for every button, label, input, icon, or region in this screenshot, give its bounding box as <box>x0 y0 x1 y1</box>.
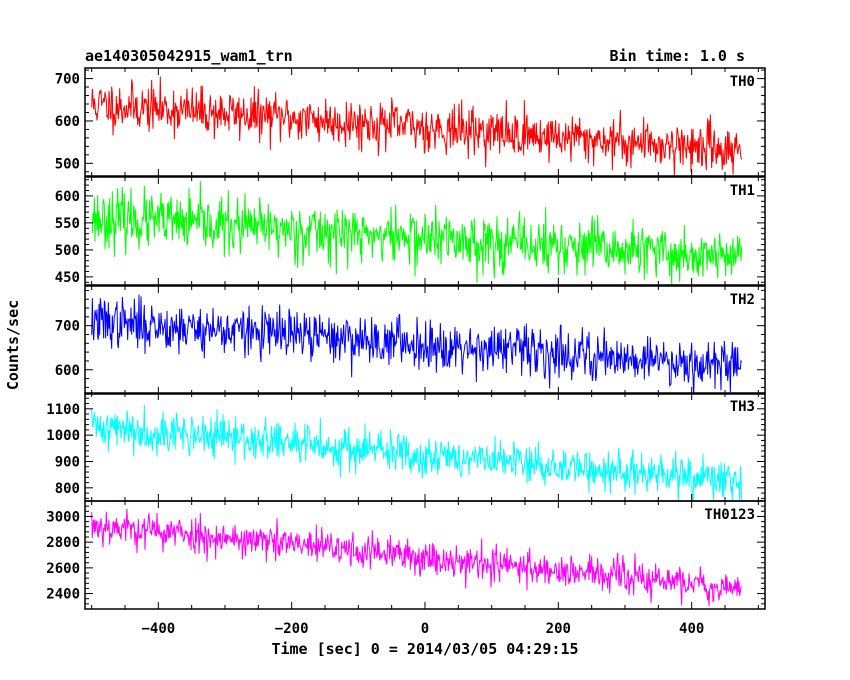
series-line-th2 <box>91 294 743 394</box>
series-line-th0 <box>91 76 743 176</box>
y-tick-label: 900 <box>55 454 80 470</box>
x-tick-label: 200 <box>546 621 571 637</box>
series-line-th3 <box>91 404 743 501</box>
y-tick-label: 600 <box>55 114 80 130</box>
y-tick-label: 450 <box>55 270 80 286</box>
x-tick-label: −400 <box>141 621 175 637</box>
y-tick-label: 500 <box>55 156 80 172</box>
y-tick-label: 600 <box>55 189 80 205</box>
panel-frame <box>84 392 766 502</box>
panel-th3: 800 900 1000 1100 TH3 <box>46 392 766 502</box>
panel-label-th0123: TH0123 <box>704 507 755 523</box>
panels-group: 500 600 700 TH0 450 500 550 600 TH1 600 700 TH2 800 9… <box>46 67 766 610</box>
y-tick-label: 700 <box>55 72 80 88</box>
panel-th2: 600 700 TH2 <box>55 285 766 395</box>
x-axis-label: Time [sec] 0 = 2014/03/05 04:29:15 <box>271 640 578 658</box>
y-tick-label: 2400 <box>46 587 80 603</box>
x-tick-label: 0 <box>421 621 429 637</box>
y-tick-label: 1100 <box>46 402 80 418</box>
x-tick-labels: −400 −200 0 200 400 <box>141 621 704 637</box>
y-tick-label: 1000 <box>46 428 80 444</box>
y-tick-label: 3000 <box>46 509 80 525</box>
chart-title: ae140305042915_wam1_trn <box>85 47 293 65</box>
y-tick-label: 2800 <box>46 535 80 551</box>
x-tick-label: −200 <box>275 621 309 637</box>
panel-th0123: 2400 2600 2800 3000 TH0123 <box>46 500 766 610</box>
panel-frame <box>84 67 766 177</box>
y-tick-label: 800 <box>55 481 80 497</box>
panel-label-th0: TH0 <box>730 74 755 90</box>
series-line-th0123 <box>91 508 743 607</box>
y-tick-label: 500 <box>55 243 80 259</box>
panel-label-th2: TH2 <box>730 292 755 308</box>
panel-th1: 450 500 550 600 TH1 <box>55 176 766 286</box>
panel-label-th3: TH3 <box>730 399 755 415</box>
y-axis-label: Counts/sec <box>4 300 22 390</box>
panel-th0: 500 600 700 TH0 <box>55 67 766 177</box>
panel-label-th1: TH1 <box>730 183 755 199</box>
y-tick-label: 600 <box>55 363 80 379</box>
bin-time-label: Bin time: 1.0 s <box>610 47 745 65</box>
y-tick-label: 2600 <box>46 561 80 577</box>
y-tick-label: 550 <box>55 216 80 232</box>
y-tick-label: 700 <box>55 319 80 335</box>
series-line-th1 <box>91 181 743 285</box>
x-tick-label: 400 <box>679 621 704 637</box>
